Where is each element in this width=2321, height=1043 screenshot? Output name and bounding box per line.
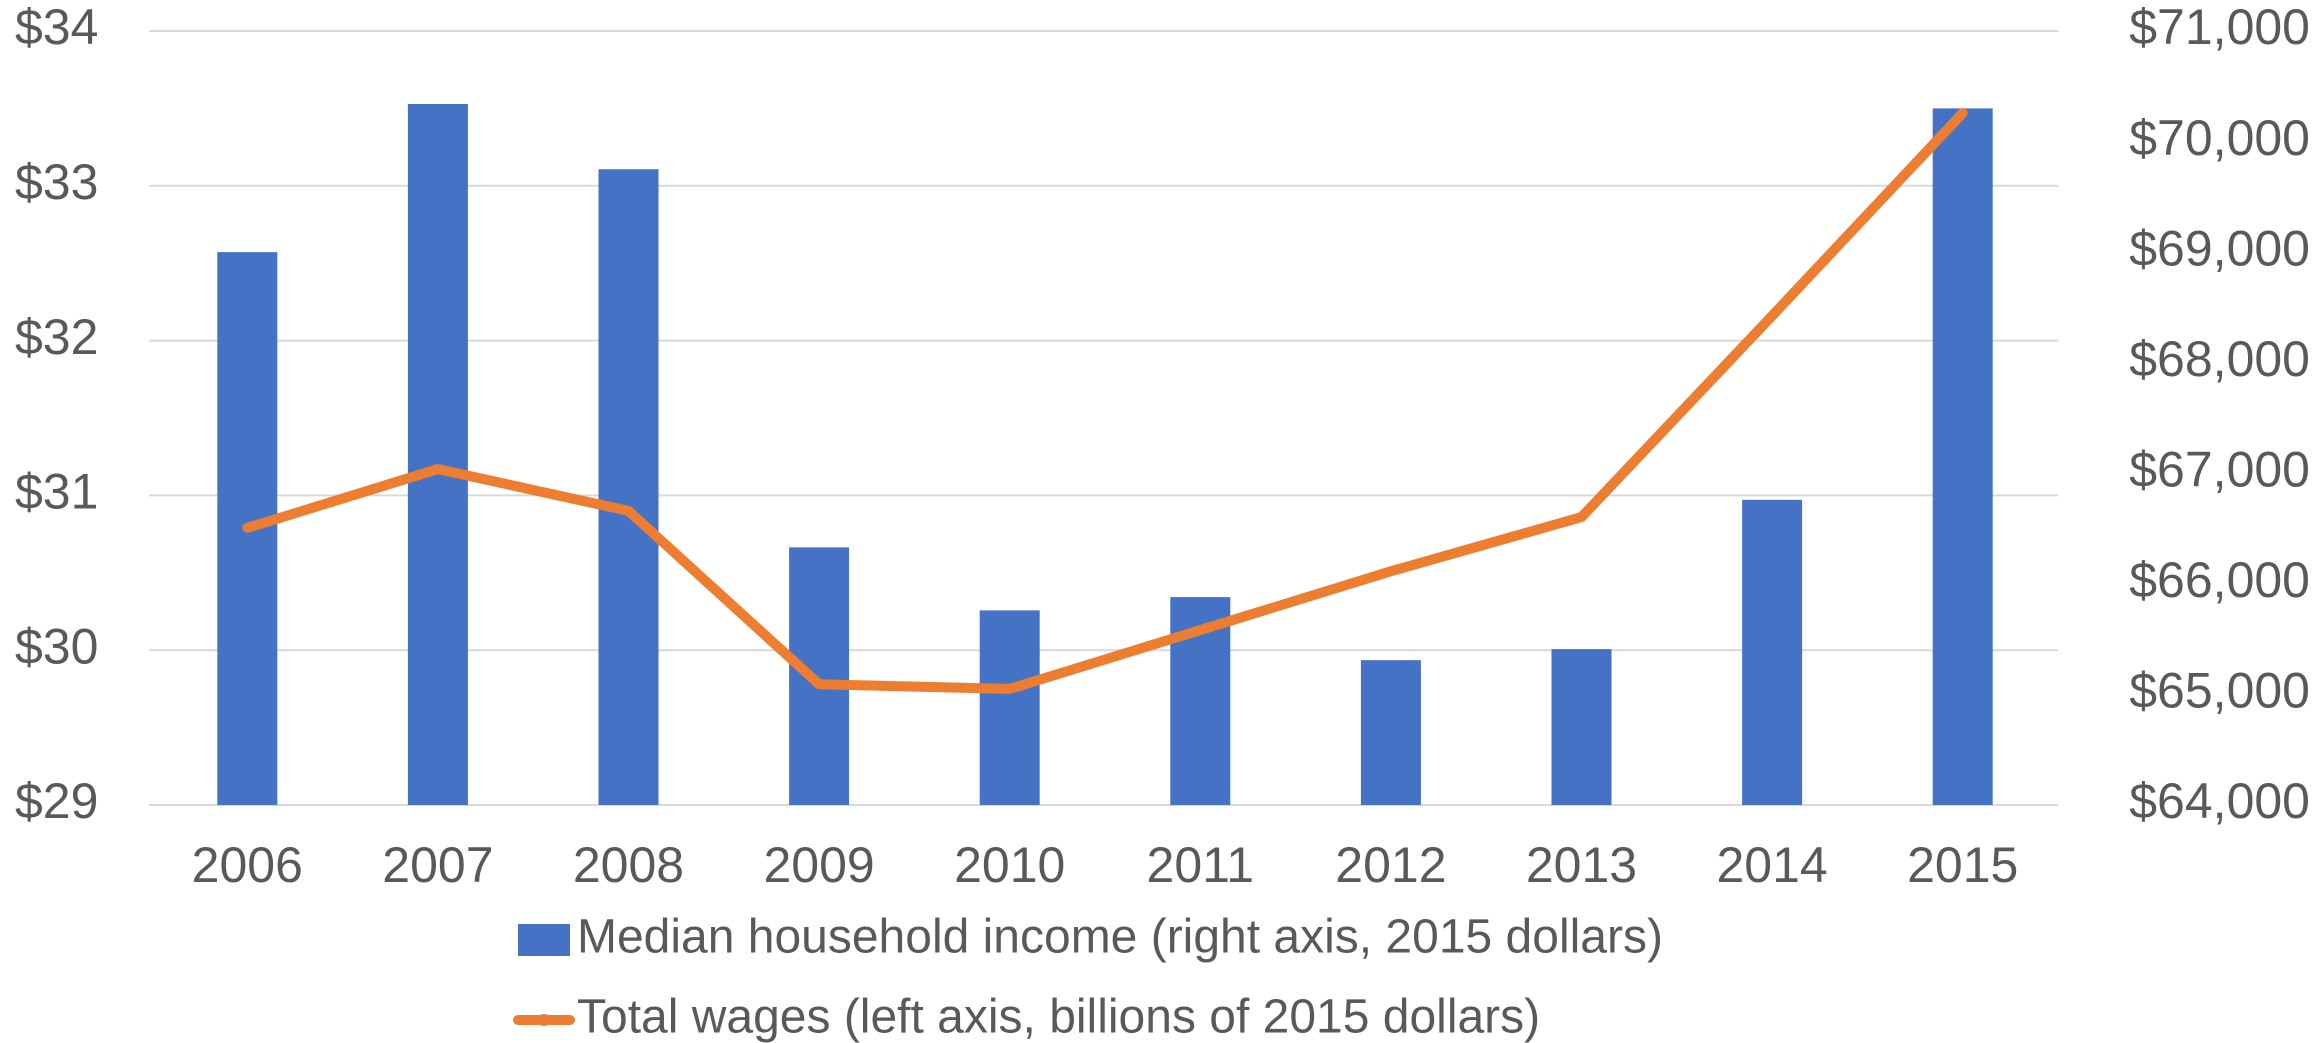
- legend-label: Total wages (left axis, billions of 2015…: [577, 991, 1540, 1043]
- y2-tick-label: $67,000: [2129, 441, 2310, 497]
- y-tick-label: $31: [15, 464, 98, 520]
- y2-tick-label: $64,000: [2129, 773, 2310, 829]
- y-tick-label: $30: [15, 618, 98, 674]
- bar: [407, 103, 468, 805]
- bar: [1551, 649, 1612, 805]
- bar: [1360, 660, 1421, 805]
- x-tick-label: 2009: [763, 837, 874, 893]
- legend-marker: [538, 1014, 550, 1026]
- y2-tick-label: $70,000: [2129, 110, 2310, 166]
- y-tick-label: $33: [15, 154, 98, 210]
- line: [242, 108, 1968, 694]
- x-tick-label: 2014: [1716, 837, 1827, 893]
- y2-tick-label: $65,000: [2129, 663, 2310, 719]
- y-tick-label: $32: [15, 309, 98, 365]
- y2-tick-label: $71,000: [2129, 0, 2310, 55]
- bar: [598, 169, 659, 805]
- y-tick-label: $29: [15, 773, 98, 829]
- bar: [1742, 499, 1803, 805]
- x-tick-label: 2007: [382, 837, 493, 893]
- x-tick-label: 2015: [1907, 837, 2018, 893]
- y2-tick-label: $68,000: [2129, 331, 2310, 387]
- x-tick-label: 2006: [192, 837, 303, 893]
- bar: [1932, 108, 1993, 805]
- legend-swatch: [518, 924, 570, 956]
- x-tick-label: 2012: [1335, 837, 1446, 893]
- y-tick-label: $34: [15, 0, 98, 55]
- legend-label: Median household income (right axis, 201…: [577, 911, 1663, 964]
- x-tick-label: 2010: [954, 837, 1065, 893]
- bar: [789, 547, 850, 805]
- y2-tick-label: $69,000: [2129, 220, 2310, 276]
- bar: [979, 610, 1040, 805]
- x-tick-label: 2013: [1526, 837, 1637, 893]
- x-tick-label: 2011: [1147, 837, 1255, 893]
- x-tick-label: 2008: [573, 837, 684, 893]
- y2-tick-label: $66,000: [2129, 552, 2310, 608]
